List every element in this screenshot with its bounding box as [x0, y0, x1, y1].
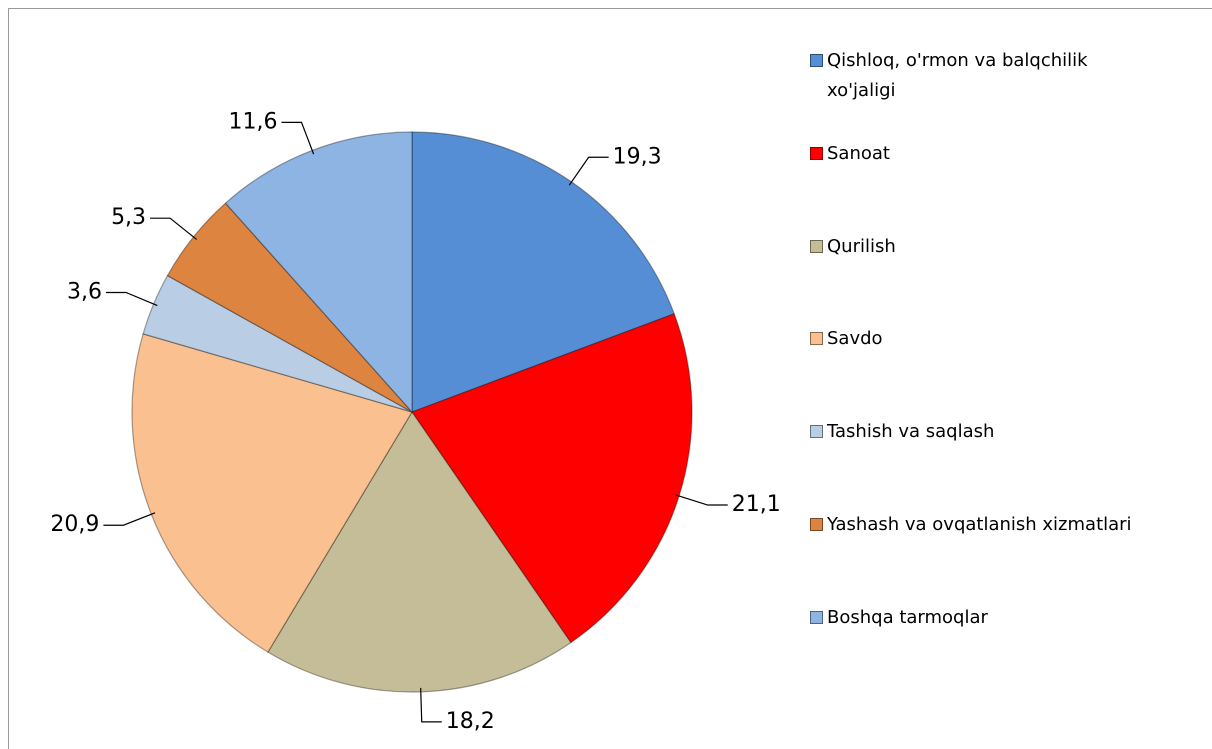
leader-line [150, 217, 197, 240]
leader-line [103, 512, 156, 526]
leader-line [568, 156, 609, 186]
legend-swatch [810, 146, 823, 160]
legend-item: Qurilish [810, 234, 1157, 262]
leader-line [420, 687, 442, 723]
legend-label: Boshqa tarmoqlar [827, 606, 988, 628]
leader-line [281, 121, 315, 155]
legend-item: Yashash va ovqatlanish xizmatlari [810, 512, 1157, 540]
data-label: 19,3 [613, 144, 662, 169]
legend-item: Sanoat [810, 141, 1157, 169]
data-label: 21,1 [732, 492, 781, 517]
leader-line [675, 494, 728, 506]
leader-line [105, 291, 158, 307]
legend-swatch [810, 239, 823, 253]
legend-swatch [810, 54, 823, 67]
legend-item: Qishloq, o'rmon va balqchilik xo'jaligi [810, 48, 1157, 106]
legend-label: Sanoat [827, 142, 890, 164]
data-label: 5,3 [111, 205, 146, 230]
legend-swatch [810, 425, 823, 439]
legend-swatch [810, 610, 823, 624]
data-label: 11,6 [229, 109, 278, 134]
legend-item: Savdo [810, 326, 1157, 354]
data-label: 18,2 [446, 709, 495, 734]
legend-swatch [810, 518, 823, 531]
legend-label: Savdo [827, 328, 883, 350]
legend-swatch [810, 332, 823, 346]
legend-label: Yashash va ovqatlanish xizmatlari [827, 514, 1132, 535]
legend-label: Tashish va saqlash [827, 421, 995, 443]
data-label: 20,9 [50, 512, 99, 537]
legend-label: Qurilish [827, 235, 896, 257]
chart-frame [8, 8, 1212, 749]
legend-item: Tashish va saqlash [810, 419, 1157, 447]
legend-item: Boshqa tarmoqlar [810, 605, 1157, 633]
pie [131, 131, 693, 693]
legend-label: Qishloq, o'rmon va balqchilik xo'jaligi [827, 50, 1088, 101]
data-labels: 19,3 21,1 18,2 20,9 3,6 5,3 11,6 [50, 109, 780, 733]
data-label: 3,6 [67, 279, 102, 304]
